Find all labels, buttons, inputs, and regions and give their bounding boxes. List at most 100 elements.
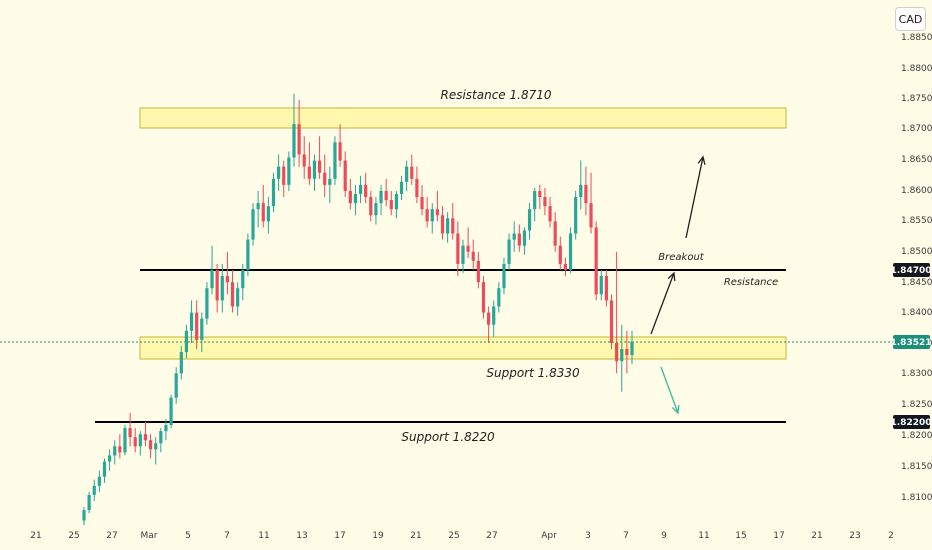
candle-body: [92, 485, 96, 495]
candle-body: [548, 206, 552, 222]
resistance-price-badge: 1.84700: [891, 263, 932, 277]
x-tick-label: 11: [698, 531, 709, 541]
candle-body: [579, 184, 583, 198]
x-tick-label: 21: [410, 531, 421, 541]
y-tick-label: 1.81500: [901, 462, 932, 472]
x-tick-label: 3: [585, 531, 591, 541]
x-tick-label: 25: [448, 531, 459, 541]
x-tick-label: 21: [30, 531, 41, 541]
x-tick-label: Mar: [141, 531, 158, 541]
candle-body: [184, 330, 189, 353]
y-tick-label: 1.87000: [901, 124, 932, 134]
candle-body: [82, 510, 86, 521]
candle-body: [538, 190, 542, 198]
candle-body: [108, 455, 112, 462]
x-tick-label: 23: [849, 531, 860, 541]
breakdown-arrow: [660, 366, 679, 414]
currency-label[interactable]: CAD: [895, 7, 926, 31]
y-tick-label: 1.83000: [901, 369, 932, 379]
candle-body: [179, 352, 183, 374]
candle-body: [87, 494, 91, 511]
candle-body: [118, 446, 122, 453]
y-tick-label: 1.85000: [901, 247, 932, 257]
support-line-label: Support 1.8220: [401, 430, 495, 444]
candle-body: [425, 209, 429, 222]
candle-body: [230, 282, 235, 307]
candle-body: [277, 166, 281, 179]
candle-body: [189, 312, 194, 331]
y-tick-label: 1.88000: [901, 64, 932, 74]
candle-body: [620, 349, 624, 362]
breakout-label: Breakout: [658, 252, 704, 263]
candle-body: [154, 443, 158, 450]
candle-body: [461, 245, 465, 264]
candle-body: [440, 215, 445, 234]
candle-body: [507, 239, 511, 264]
x-tick-label: 7: [623, 531, 629, 541]
candle-body: [338, 142, 342, 161]
resistance-zone: [139, 107, 787, 129]
candle-body: [568, 233, 573, 270]
x-tick-label: 17: [773, 531, 784, 541]
candle-body: [553, 221, 557, 246]
candle-body: [210, 270, 214, 289]
candle-body: [533, 190, 537, 210]
y-tick-label: 1.84000: [901, 308, 932, 318]
support-price-text: 1.82200: [891, 418, 932, 428]
candle-body: [594, 227, 598, 295]
candle-body: [456, 233, 460, 264]
resistance-line-label: Resistance: [724, 277, 778, 288]
candle-body: [430, 209, 434, 222]
candle-body: [215, 270, 219, 301]
candle-body: [225, 276, 230, 283]
candle-body: [486, 312, 491, 325]
candle-body: [358, 184, 363, 194]
candle-body: [220, 276, 224, 301]
candle-body: [604, 276, 608, 301]
candle-body: [174, 373, 178, 398]
candle-body: [374, 203, 378, 216]
x-tick-label: 25: [68, 531, 79, 541]
breakdown-arrow-head: [671, 404, 680, 415]
candle-body: [394, 194, 399, 210]
x-tick-label: 21: [811, 531, 822, 541]
candle-body: [446, 218, 450, 234]
candle-body: [333, 142, 337, 179]
candle-body: [405, 166, 409, 182]
x-tick-label: 5: [185, 531, 191, 541]
candle-body: [241, 270, 245, 289]
candle-body: [471, 251, 475, 261]
x-tick-label: 19: [372, 531, 384, 541]
candle-body: [307, 166, 311, 179]
candle-body: [251, 209, 255, 240]
candle-body: [435, 209, 439, 216]
breakout-arrow-short: [650, 272, 675, 335]
candle-body: [343, 160, 347, 191]
candle-body: [328, 178, 332, 185]
candle-body: [138, 434, 142, 447]
y-tick-label: 1.84500: [901, 278, 932, 288]
candle-body: [481, 282, 486, 313]
breakout-arrow-short-head: [667, 271, 676, 282]
candle-body: [384, 190, 388, 201]
candle-body: [369, 197, 373, 216]
x-tick-label: 27: [486, 531, 497, 541]
candle-body: [169, 397, 173, 426]
candle-body: [364, 184, 368, 198]
candle-body: [236, 288, 240, 307]
candle-body: [466, 245, 470, 252]
candle-body: [497, 288, 501, 307]
support-zone: [139, 336, 787, 360]
candle-body: [589, 203, 593, 228]
candle-body: [609, 300, 614, 343]
candle-body: [502, 263, 506, 289]
candle-body: [522, 230, 527, 246]
x-tick-label: 7: [224, 531, 230, 541]
last-price-badge: 1.83521: [891, 335, 932, 349]
breakout-arrow-long-head: [697, 155, 706, 165]
y-tick-label: 1.82500: [901, 400, 932, 410]
candle-body: [246, 239, 250, 270]
candle-body: [113, 446, 117, 456]
y-tick-label: 1.81000: [901, 493, 932, 503]
candle-body: [148, 440, 153, 450]
